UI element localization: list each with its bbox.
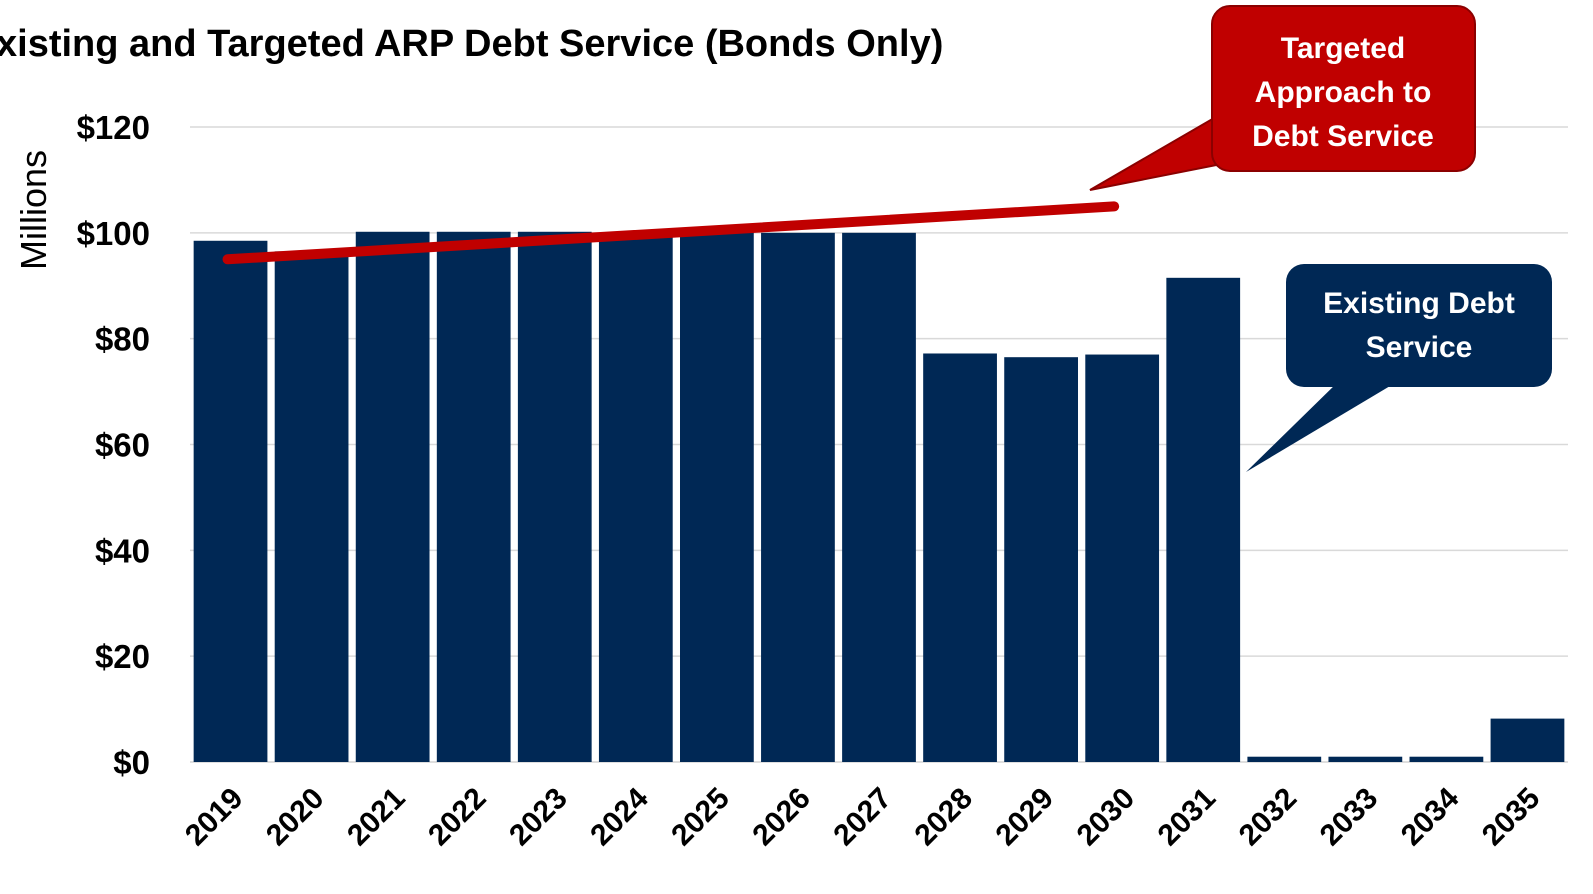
bar-2024 — [598, 233, 673, 762]
bar-2034 — [1409, 756, 1484, 762]
x-tick-label: 2029 — [990, 782, 1061, 853]
bar-2026 — [761, 232, 835, 763]
existing-callout-text: Service — [1366, 331, 1473, 364]
x-tick-label: 2019 — [179, 782, 250, 853]
bar-2032 — [1247, 756, 1322, 762]
x-tick-label: 2024 — [584, 781, 655, 852]
x-tick-label: 2033 — [1314, 782, 1385, 853]
existing-callout: Existing Debt Service — [1246, 264, 1552, 472]
targeted-callout-text: Targeted — [1281, 32, 1405, 65]
x-tick-label: 2030 — [1071, 782, 1142, 853]
bar-2020 — [274, 251, 349, 762]
target-line-layer — [222, 201, 1120, 265]
x-tick-label: 2028 — [908, 782, 979, 853]
y-tick-label: $100 — [77, 215, 150, 252]
y-tick-label: $20 — [95, 638, 150, 675]
y-tick-label: $60 — [95, 427, 150, 464]
callouts: Targeted Approach to Debt Service Existing … — [1089, 5, 1552, 472]
y-axis-ticks: $0 $20 $40 $60 $80 $100 $120 — [77, 109, 150, 781]
existing-callout-text: Existing Debt — [1323, 287, 1515, 320]
existing-callout-pointer — [1246, 380, 1400, 472]
bar-2028 — [923, 353, 997, 762]
bar-2025 — [680, 231, 754, 762]
bar-2033 — [1328, 756, 1403, 762]
y-tick-label: $40 — [95, 532, 150, 569]
bar-2027 — [842, 232, 916, 763]
bar-2022 — [436, 231, 511, 762]
x-tick-label: 2032 — [1233, 782, 1304, 853]
bar-2029 — [1004, 357, 1078, 762]
x-tick-label: 2034 — [1395, 781, 1466, 852]
y-tick-label: $120 — [77, 109, 150, 146]
x-tick-label: 2026 — [746, 782, 817, 853]
x-tick-label: 2022 — [422, 782, 493, 853]
targeted-callout-text: Debt Service — [1252, 120, 1434, 153]
x-tick-label: 2031 — [1152, 782, 1223, 853]
x-tick-label: 2023 — [503, 782, 574, 853]
targeted-callout: Targeted Approach to Debt Service — [1089, 5, 1476, 191]
chart-title: xisting and Targeted ARP Debt Service (B… — [0, 23, 943, 65]
x-axis-ticks: 2019 2020 2021 2022 2023 2024 2025 2026 2027 2028… — [179, 781, 1546, 852]
x-tick-label: 2035 — [1476, 782, 1547, 853]
bar-2035 — [1490, 718, 1565, 762]
bar-2021 — [355, 231, 430, 762]
bar-2023 — [517, 231, 592, 762]
bar-2019 — [193, 240, 268, 763]
x-tick-label: 2020 — [260, 782, 331, 853]
y-tick-label: $0 — [113, 744, 150, 781]
bar-2031 — [1166, 277, 1241, 762]
y-tick-label: $80 — [95, 321, 150, 358]
y-axis-label: Millions — [13, 150, 54, 270]
x-tick-label: 2027 — [827, 782, 898, 853]
bar-2030 — [1085, 354, 1160, 762]
bars — [193, 231, 1565, 763]
x-tick-label: 2021 — [341, 782, 412, 853]
targeted-debt-service-line — [222, 201, 1120, 265]
existing-callout-box — [1286, 264, 1552, 387]
x-tick-label: 2025 — [665, 782, 736, 853]
targeted-callout-joint — [1214, 112, 1284, 152]
targeted-callout-text: Approach to — [1255, 76, 1432, 109]
